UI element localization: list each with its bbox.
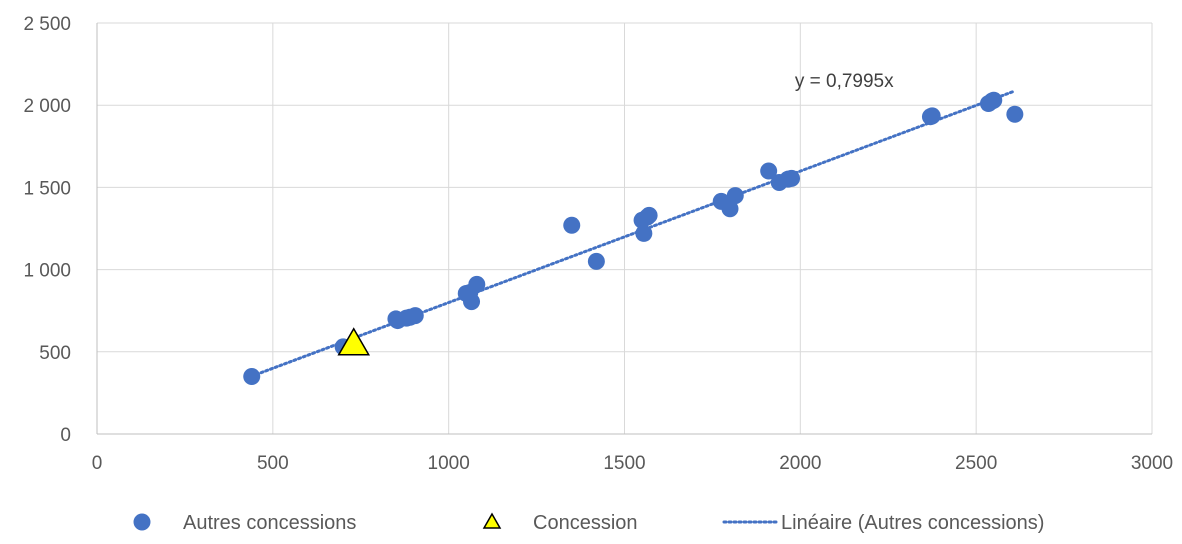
x-tick-label: 3000 (1131, 453, 1173, 474)
trendline (250, 89, 1017, 378)
x-tick-label: 2000 (779, 453, 821, 474)
y-tick-label: 0 (60, 425, 71, 446)
trendline-path (250, 89, 1017, 378)
trendline-equation: y = 0,7995x (795, 71, 894, 92)
data-point (587, 252, 605, 270)
data-point (923, 107, 941, 125)
legend-circle-icon (133, 513, 151, 531)
data-point (1006, 105, 1024, 123)
data-point (640, 206, 658, 224)
data-point (760, 162, 778, 180)
data-point (783, 169, 801, 187)
legend: Autres concessions Concession Linéaire (Au… (133, 512, 1044, 534)
data-point (406, 307, 424, 325)
legend-label-lineaire: Linéaire (Autres concessions) (781, 512, 1044, 534)
data-point (463, 293, 481, 311)
concession-marker (337, 327, 371, 356)
y-tick-label: 1 000 (23, 261, 71, 282)
x-tick-label: 2500 (955, 453, 997, 474)
data-point (468, 275, 486, 293)
y-tick-label: 500 (39, 343, 71, 364)
gridlines (97, 22, 1153, 434)
x-tick-label: 1000 (428, 453, 470, 474)
y-tick-label: 2 000 (23, 96, 71, 117)
legend-label-autres: Autres concessions (183, 512, 356, 534)
x-tick-label: 1500 (603, 453, 645, 474)
data-point (243, 367, 261, 385)
x-tick-label: 500 (257, 453, 289, 474)
data-point (721, 200, 739, 218)
data-points (243, 91, 1024, 385)
legend-label-concession: Concession (533, 512, 638, 534)
data-point (985, 91, 1003, 109)
y-tick-label: 1 500 (23, 178, 71, 199)
data-point (563, 216, 581, 234)
legend-triangle-icon (482, 512, 502, 529)
x-tick-label: 0 (92, 453, 103, 474)
data-point (635, 224, 653, 242)
y-tick-label: 2 500 (23, 14, 71, 35)
axes (96, 23, 1152, 435)
data-point (726, 187, 744, 205)
